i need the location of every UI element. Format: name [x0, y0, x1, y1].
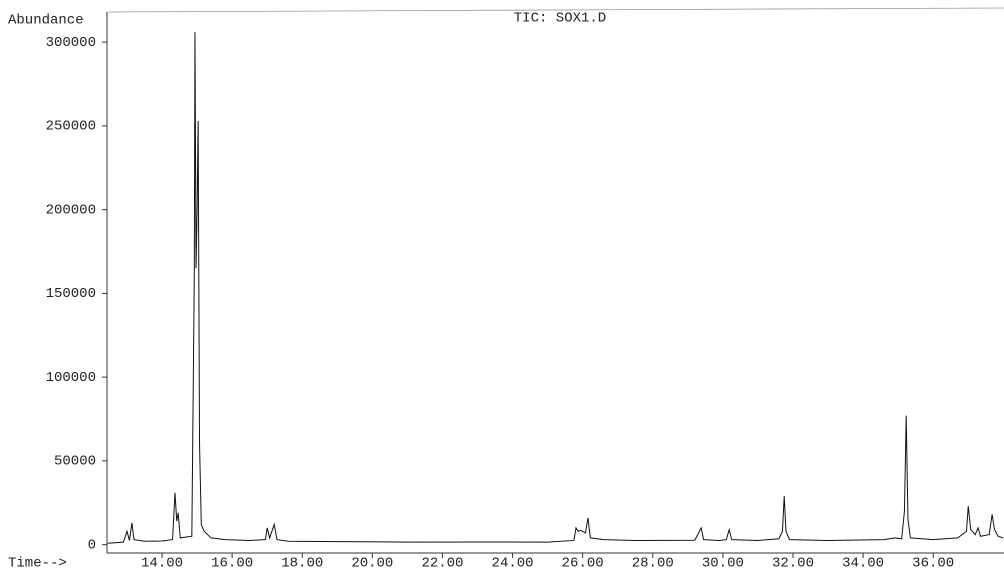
y-tick-label: 150000 [46, 286, 96, 302]
x-tick-label: 22.00 [421, 556, 463, 571]
x-tick-label: 20.00 [351, 556, 393, 571]
x-tick-label: 24.00 [492, 556, 534, 571]
x-axis-label: Time--> [8, 556, 67, 571]
tic-trace [107, 32, 1004, 544]
y-tick-label: 0 [88, 537, 96, 553]
top-border [106, 7, 1004, 13]
x-tick-label: 28.00 [632, 556, 674, 571]
y-axis-label: Abundance [8, 13, 84, 29]
y-tick-label: 200000 [46, 202, 96, 218]
y-tick-label: 250000 [46, 119, 96, 135]
x-tick-label: 26.00 [562, 556, 604, 571]
x-tick-label: 30.00 [702, 556, 744, 571]
x-tick-label: 32.00 [772, 556, 814, 571]
y-tick-label: 300000 [46, 35, 96, 51]
x-tick-label: 14.00 [141, 556, 183, 571]
x-tick-label: 16.00 [211, 556, 253, 571]
x-tick-label: 18.00 [281, 556, 323, 571]
y-tick-label: 100000 [46, 370, 96, 386]
x-tick-label: 36.00 [912, 556, 954, 571]
chart-title: TIC: SOX1.D [514, 11, 606, 27]
x-tick-label: 34.00 [842, 556, 884, 571]
y-tick-label: 50000 [54, 454, 96, 470]
